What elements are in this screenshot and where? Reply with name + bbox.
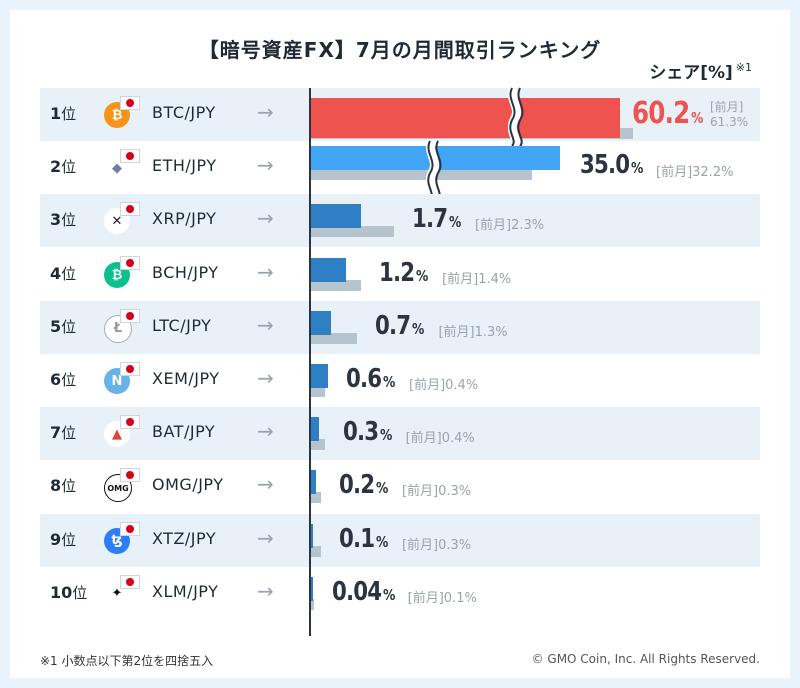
ranking-row: 10位 ✦ XLM/JPY → [40,567,760,620]
value-label: 0.7% [375,310,425,341]
current-month-bar [310,364,328,388]
pair-label: XLM/JPY [152,581,219,601]
nem-icon: N [104,368,130,394]
jpy-flag-icon [120,521,140,536]
current-month-bar [310,257,346,282]
arrow-right-icon: → [257,472,274,497]
copyright: © GMO Coin, Inc. All Rights Reserved. [531,652,760,666]
ranking-row: 4位 ₿ BCH/JPY → [40,248,760,301]
ranking-row: 5位 Ł LTC/JPY → [40,300,760,354]
current-month-bar [310,417,319,442]
pair-label: BAT/JPY [152,422,216,442]
current-month-bar [310,98,620,138]
current-month-bar [310,204,361,229]
axis-break-icon [508,86,524,148]
rank-label: 8位 [50,476,77,496]
rank-label: 3位 [50,210,77,230]
arrow-right-icon: → [257,366,274,390]
ranking-row: 3位 ✕ XRP/JPY → [40,194,760,248]
arrow-right-icon: → [257,419,274,444]
pair-label: BCH/JPY [152,262,219,282]
jpy-flag-icon [120,415,140,430]
previous-month-label: [前月] 61.3% [710,100,749,129]
rank-label: 7位 [50,423,77,443]
jpy-flag-icon [120,255,140,270]
jpy-flag-icon [120,308,140,323]
value-label: 60.2% [632,96,704,131]
previous-month-label: [前月]2.3% [474,218,545,234]
pair-label: BTC/JPY [152,103,216,122]
arrow-right-icon: → [257,525,274,550]
previous-month-bar [310,439,325,451]
current-month-bar [310,310,331,335]
ranking-row: 9位 ꜩ XTZ/JPY → [40,513,760,567]
previous-month-bar [310,386,325,397]
previous-month-bar [310,279,362,291]
value-label: 35.0% [580,150,644,181]
pair-label: LTC/JPY [152,315,212,335]
previous-month-bar [310,545,321,557]
previous-month-bar [310,226,394,238]
value-label: 0.6% [346,364,396,394]
stellar-icon: ✦ [104,580,130,607]
previous-month-bar [310,169,532,181]
rank-label: 9位 [50,529,77,549]
previous-month-label: [前月]32.2% [656,165,734,181]
value-label: 0.04% [331,576,395,607]
current-month-bar [310,576,313,601]
pair-label: XRP/JPY [152,209,217,229]
ranking-row: 7位 ▲ BAT/JPY → [40,407,760,461]
arrow-right-icon: → [257,206,274,231]
arrow-right-icon: → [257,153,274,178]
value-label: 1.7% [411,204,462,235]
value-label: 0.3% [342,417,392,448]
previous-month-label: [前月]1.4% [442,271,512,287]
rank-label: 1位 [50,104,77,123]
previous-month-label: [前月]0.3% [401,484,472,500]
previous-month-bar [310,332,358,344]
pair-label: XTZ/JPY [152,528,217,548]
previous-month-label: [前月]0.4% [405,431,475,447]
previous-month-label: [前月]0.3% [401,537,472,553]
arrow-right-icon: → [257,100,274,124]
y-axis-label: シェア[%] ※1 [649,61,752,83]
arrow-right-icon: → [257,259,274,284]
pair-label: ETH/JPY [152,156,217,176]
jpy-flag-icon [120,149,140,164]
jpy-flag-icon [120,202,140,217]
ranking-row: 8位 OMG OMG/JPY → [40,460,760,513]
rank-label: 2位 [50,157,77,177]
jpy-flag-icon [120,574,140,589]
bar-axis [309,88,311,636]
current-month-bar [310,523,313,548]
rank-label: 10位 [50,582,88,602]
previous-month-label: [前月]0.4% [409,378,479,393]
jpy-flag-icon [120,362,140,376]
chart-title: 【暗号資産FX】7月の月間取引ランキング [198,38,602,62]
footnote: ※1 小数点以下第2位を四捨五入 [40,654,214,668]
previous-month-bar [310,598,314,610]
arrow-right-icon: → [257,312,274,337]
value-label: 1.2% [379,257,429,288]
axis-break-icon [426,139,442,202]
rank-label: 5位 [50,316,77,336]
value-label: 0.2% [338,470,389,501]
jpy-flag-icon [120,468,140,483]
previous-month-label: [前月]1.3% [438,324,508,340]
rank-label: 4位 [50,263,77,283]
current-month-bar [310,470,316,495]
ranking-row: 6位 N XEM/JPY → [40,354,760,407]
pair-label: OMG/JPY [152,475,224,495]
jpy-flag-icon [120,96,140,110]
previous-month-label: [前月]0.1% [407,590,477,606]
pair-label: XEM/JPY [152,369,220,388]
ranking-row: 2位 ◆ ETH/JPY → [40,141,760,194]
arrow-right-icon: → [257,578,274,603]
value-label: 0.1% [338,523,389,554]
previous-month-bar [310,492,321,504]
rank-label: 6位 [50,370,77,389]
